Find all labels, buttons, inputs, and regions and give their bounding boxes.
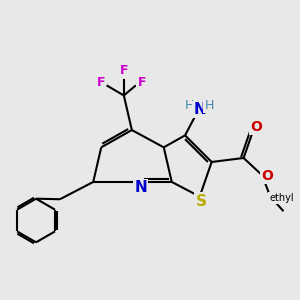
Text: F: F (120, 64, 129, 77)
Text: H: H (185, 99, 194, 112)
Text: H: H (205, 99, 214, 112)
Text: F: F (137, 76, 146, 88)
Text: ethyl: ethyl (270, 193, 295, 203)
Text: O: O (250, 120, 262, 134)
Text: N: N (193, 102, 206, 117)
Text: S: S (196, 194, 206, 209)
Text: O: O (261, 169, 273, 183)
Text: F: F (96, 76, 105, 88)
Text: N: N (134, 180, 147, 195)
